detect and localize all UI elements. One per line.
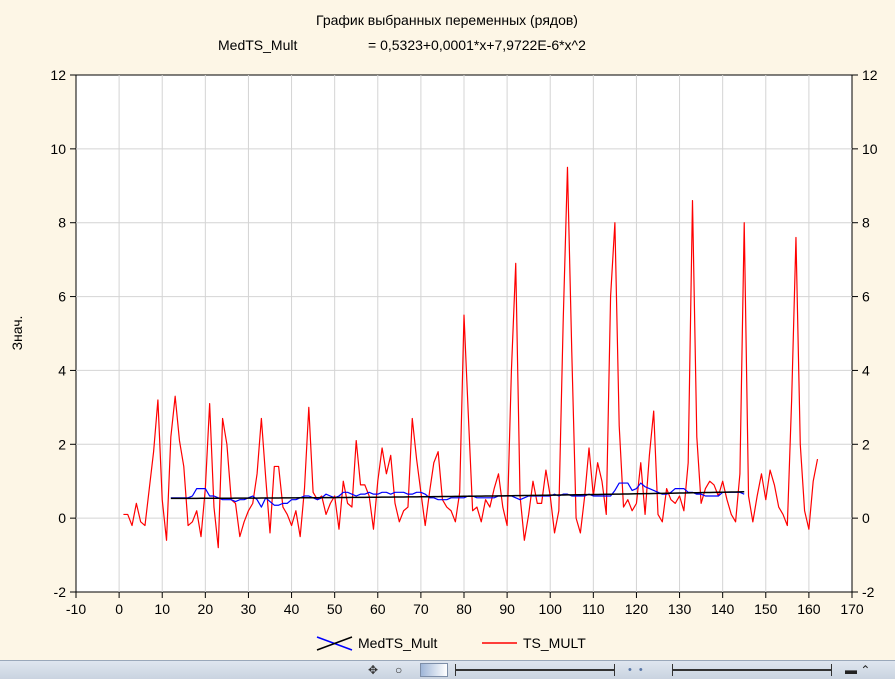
color-swatch[interactable] [420,663,448,677]
toggle-icon[interactable]: ▬ ⌃ [845,663,871,677]
x-tick-label: 120 [625,601,649,617]
x-axis: -10 0 10 20 30 40 50 60 70 80 90 100 110 120 130 140 150… [66,592,864,617]
y-tick-label-right: 2 [862,436,870,452]
y-tick-label-right: 4 [862,362,870,378]
series-layer [123,166,819,549]
x-tick-label: 140 [711,601,735,617]
x-tick-label: 160 [797,601,821,617]
y-tick-label-left: 6 [58,289,66,305]
y-tick-label-left: 2 [58,436,66,452]
range-slider[interactable] [672,663,832,677]
y-tick-label-right: 0 [862,510,870,526]
x-tick-label: 100 [539,601,563,617]
legend-label-ts-mult: TS_MULT [523,635,586,651]
y-tick-label-right: 6 [862,289,870,305]
zoom-icon[interactable]: ○ [395,663,403,677]
y-axis-label: Знач. [9,316,25,351]
y-tick-label-left: -2 [54,584,67,600]
x-tick-label: 10 [154,601,170,617]
y-tick-label-left: 8 [58,215,66,231]
x-tick-label: 30 [241,601,257,617]
y-tick-label-right: 12 [862,67,878,83]
y-tick-label-left: 4 [58,362,66,378]
dots-handle-icon[interactable]: • • [628,664,645,676]
legend-label-medts-mult: MedTS_Mult [358,635,437,651]
trend-line-medts-mult [170,491,745,500]
grid-lines [76,75,852,592]
x-tick-label: 60 [370,601,386,617]
x-tick-label: 70 [413,601,429,617]
x-tick-label: -10 [66,601,86,617]
y-tick-label-left: 12 [50,67,66,83]
zoom-slider[interactable] [455,663,615,677]
legend-swatch-medts-mult-black [316,636,353,651]
chart-area: График выбранных переменных (рядов) MedT… [9,12,878,651]
y-tick-label-left: 0 [58,510,66,526]
x-tick-label: 20 [198,601,214,617]
move-cursor-icon[interactable]: ✥ [368,663,379,677]
y-tick-label-right: 10 [862,141,878,157]
x-tick-label: 90 [499,601,515,617]
x-tick-label: 110 [582,601,605,617]
chart-title: График выбранных переменных (рядов) [316,12,578,28]
x-tick-label: 0 [115,601,123,617]
x-tick-label: 80 [456,601,472,617]
y-tick-label-right: 8 [862,215,870,231]
y-tick-label-right: -2 [862,584,875,600]
x-tick-label: 50 [327,601,343,617]
series-line-ts-mult [123,166,819,549]
y-tick-label-left: 10 [50,141,66,157]
legend: MedTS_Mult TS_MULT [316,635,586,651]
line-chart: График выбранных переменных (рядов) MedT… [9,12,878,651]
y-axis-left: -2 0 2 4 6 8 10 12 [50,67,76,600]
subtitle-series-name: MedTS_Mult [218,37,297,53]
status-bar: ✥ ○ • • ▬ ⌃ [0,660,895,679]
y-axis-right: -2 0 2 4 6 8 10 12 [852,67,878,600]
x-tick-label: 40 [284,601,300,617]
x-tick-label: 150 [754,601,778,617]
x-tick-label: 170 [840,601,864,617]
x-tick-label: 130 [668,601,692,617]
subtitle-formula: = 0,5323+0,0001*x+7,9722E-6*x^2 [368,37,586,53]
